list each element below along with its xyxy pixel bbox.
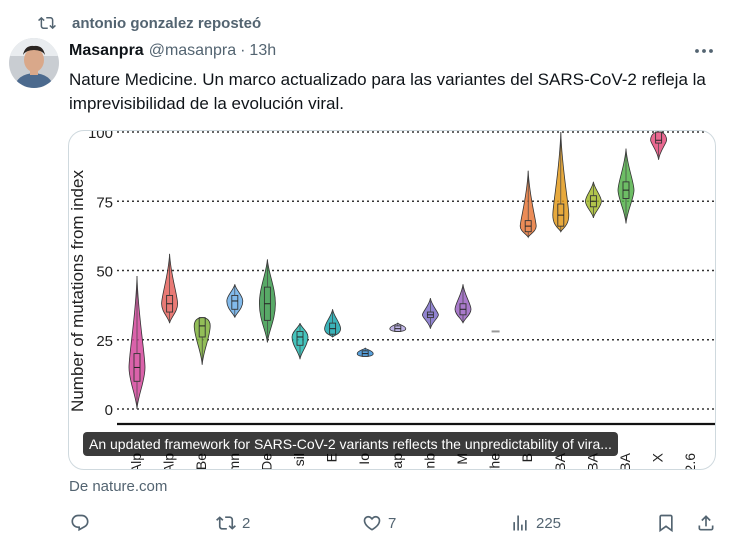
violin-body	[421, 298, 439, 329]
x-tick-label: 2.6	[682, 453, 698, 470]
x-tick-label: nb	[421, 453, 437, 469]
violin	[291, 322, 309, 360]
violin	[650, 131, 668, 160]
repost-icon	[216, 516, 236, 530]
violin	[617, 148, 635, 224]
violin	[519, 170, 537, 239]
violin	[552, 131, 570, 233]
author-handle[interactable]: @masanpra	[148, 42, 237, 59]
violin	[258, 259, 276, 343]
violin	[389, 322, 407, 332]
like-button[interactable]: 7	[362, 510, 396, 536]
more-options-icon[interactable]	[690, 42, 718, 60]
y-tick-label: 75	[96, 194, 113, 211]
views-count: 225	[536, 514, 562, 532]
x-tick-label: ap	[389, 453, 405, 469]
repost-icon	[38, 16, 56, 30]
link-card[interactable]: 0 25 50 75 100 Alp Alp Be mn De sil E Io ap nb M The B BA…	[68, 130, 716, 470]
bookmark-button[interactable]	[656, 510, 676, 536]
repost-button[interactable]: 2	[216, 510, 250, 536]
violin	[356, 347, 374, 357]
x-tick-label: BA	[584, 452, 600, 470]
chart-y-ticks: 0 25 50 75 100	[88, 131, 113, 419]
views-icon	[513, 515, 527, 531]
share-icon	[698, 515, 714, 531]
repost-count: 2	[242, 514, 251, 532]
violin-chart: 0 25 50 75 100 Alp Alp Be mn De sil E Io ap nb M The B BA…	[69, 131, 715, 470]
x-tick-label: Be	[193, 453, 209, 470]
chart-y-label: Number of mutations from index	[69, 170, 87, 412]
x-tick-label: B	[519, 453, 535, 462]
tweet-text: Nature Medicine. Un marco actualizado pa…	[69, 70, 706, 113]
x-tick-label: Alp	[161, 453, 177, 470]
y-tick-label: 50	[96, 264, 113, 281]
like-count: 7	[388, 514, 397, 532]
avatar-image	[9, 38, 59, 88]
chart-x-ticks: Alp Alp Be mn De sil E Io ap nb M The B BA BA BA X 2.6	[128, 452, 698, 470]
violin-body	[291, 322, 309, 360]
x-tick-label: The	[487, 453, 503, 470]
violin	[324, 309, 342, 338]
separator-dot: ·	[240, 42, 246, 59]
views-button[interactable]: 225	[510, 510, 561, 536]
x-tick-label: Io	[356, 453, 372, 465]
reply-icon	[71, 514, 89, 532]
repost-label[interactable]: antonio gonzalez reposteó	[72, 14, 262, 32]
avatar[interactable]	[9, 38, 59, 88]
bookmark-icon	[659, 514, 673, 533]
x-tick-label: BA	[617, 452, 633, 470]
author-name[interactable]: Masanpra	[69, 42, 144, 59]
y-tick-label: 25	[96, 333, 113, 350]
chart-violins	[128, 131, 668, 410]
x-tick-label: M	[454, 453, 470, 465]
x-tick-label: Alp	[128, 453, 144, 470]
tweet-time[interactable]: 13h	[249, 42, 277, 59]
y-tick-label: 100	[88, 131, 113, 142]
tweet-header: Masanpra @masanpra · 13h	[69, 40, 719, 62]
heart-icon	[363, 515, 381, 531]
violin	[226, 284, 244, 318]
chart-grid	[117, 131, 715, 426]
violin	[193, 317, 211, 365]
violin	[161, 253, 179, 324]
x-tick-label: De	[258, 453, 274, 470]
x-tick-label: mn	[226, 453, 242, 470]
action-bar: 2 7 225	[0, 510, 748, 536]
share-button[interactable]	[696, 510, 716, 536]
x-tick-label: sil	[291, 453, 307, 466]
card-source[interactable]: De nature.com	[69, 478, 168, 495]
repost-header: antonio gonzalez reposteó	[38, 12, 261, 34]
x-tick-label: E	[324, 453, 340, 462]
card-caption: An updated framework for SARS-CoV-2 vari…	[83, 432, 618, 456]
violin	[421, 298, 439, 329]
x-tick-label: BA	[552, 452, 568, 470]
x-tick-label: X	[650, 452, 666, 462]
violin	[128, 276, 146, 410]
reply-button[interactable]	[70, 510, 96, 536]
violin	[454, 284, 472, 324]
y-tick-label: 0	[105, 402, 113, 419]
violin	[584, 181, 602, 218]
violin-box	[198, 317, 206, 338]
